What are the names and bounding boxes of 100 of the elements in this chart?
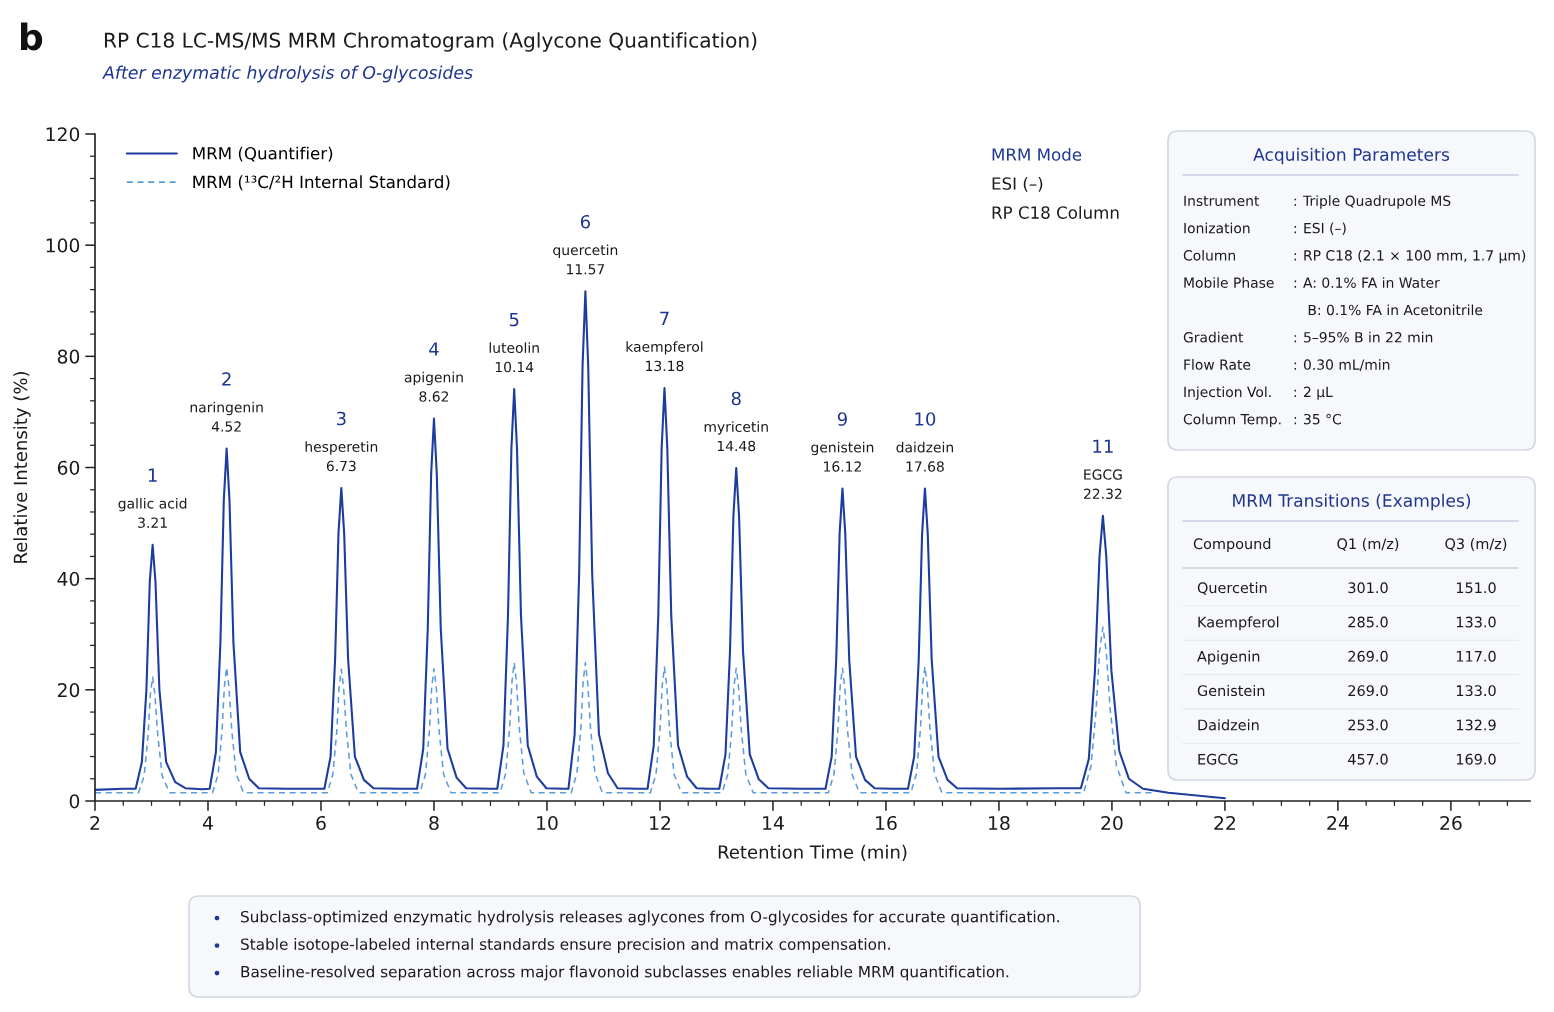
text: B: 0.1% FA in Acetonitrile bbox=[1308, 304, 1483, 316]
text: 35 °C bbox=[1304, 413, 1341, 425]
y-tick-label: 100 bbox=[46, 238, 80, 253]
text: 5–95% B in 22 min bbox=[1304, 331, 1433, 343]
text: 133.0 bbox=[1456, 685, 1496, 697]
category-label: Apigenin bbox=[1197, 650, 1260, 665]
annotation: MRM Mode ESI (–) RP C18 Column bbox=[992, 147, 1119, 219]
category-label: Instrument bbox=[1184, 195, 1260, 207]
category-label: Flow Rate bbox=[1184, 359, 1251, 370]
line-series bbox=[95, 626, 1153, 794]
category-label: Q3 (m/z) bbox=[1445, 538, 1507, 551]
y-tick-label: 80 bbox=[57, 349, 80, 364]
y-tick-label: 120 bbox=[46, 127, 80, 142]
y-tick-label: 20 bbox=[57, 683, 80, 698]
x-tick-label: 8 bbox=[429, 815, 439, 831]
text: : bbox=[1294, 253, 1297, 261]
text: Acquisition Parameters bbox=[1253, 147, 1450, 165]
text: RP C18 (2.1 × 100 mm, 1.7 µm) bbox=[1304, 249, 1526, 264]
text: 132.9 bbox=[1456, 719, 1496, 731]
category-label: Injection Vol. bbox=[1184, 386, 1271, 400]
text: 133.0 bbox=[1456, 616, 1496, 628]
annotation: kaempferol 13.18 bbox=[626, 341, 703, 372]
text: : bbox=[1294, 198, 1297, 206]
x-tick-label: 14 bbox=[763, 816, 784, 830]
legend-label: MRM (Quantifier) bbox=[193, 146, 333, 162]
x-tick-label: 6 bbox=[316, 815, 326, 831]
annotation: 4 bbox=[429, 342, 439, 356]
x-tick-label: 22 bbox=[1214, 815, 1235, 830]
text: MRM Transitions (Examples) bbox=[1233, 493, 1471, 511]
category-label: Kaempferol bbox=[1198, 616, 1279, 631]
y-tick-label: 40 bbox=[57, 571, 80, 587]
text: Subclass-optimized enzymatic hydrolysis releases aglycones from O-glycosides for accurate quantification. bbox=[241, 910, 1059, 926]
x-tick-label: 2 bbox=[90, 815, 100, 830]
x-tick-label: 10 bbox=[537, 815, 558, 831]
annotation: 9 bbox=[837, 412, 847, 426]
x-tick-label: 18 bbox=[989, 815, 1010, 831]
text: b bbox=[21, 22, 43, 51]
y-tick-label: 60 bbox=[57, 460, 80, 475]
x-tick-label: 24 bbox=[1327, 815, 1349, 830]
text: Baseline-resolved separation across major flavonoid subclasses enables reliable MRM quantification. bbox=[241, 965, 1009, 981]
annotation: 2 bbox=[222, 372, 231, 386]
annotation: 5 bbox=[509, 312, 519, 327]
text: 269.0 bbox=[1348, 650, 1388, 662]
category-label: Compound bbox=[1193, 538, 1271, 552]
annotation: 10 bbox=[915, 412, 936, 426]
text: 253.0 bbox=[1348, 719, 1388, 731]
text: 151.0 bbox=[1456, 582, 1496, 594]
category-label: EGCG bbox=[1198, 753, 1238, 765]
category-label: Gradient bbox=[1183, 331, 1244, 343]
chart-subtitle: After enzymatic hydrolysis of O-glycosides bbox=[102, 65, 473, 83]
text: : bbox=[1294, 362, 1297, 370]
category-label: Column Temp. bbox=[1183, 413, 1281, 428]
category-label: Daidzein bbox=[1198, 719, 1259, 731]
category-label: Quercetin bbox=[1197, 582, 1267, 595]
annotation: 3 bbox=[336, 411, 346, 426]
text: A: 0.1% FA in Water bbox=[1303, 277, 1440, 288]
annotation: hesperetin 6.73 bbox=[305, 441, 378, 472]
text: : bbox=[1294, 335, 1297, 343]
annotation: 8 bbox=[731, 391, 741, 406]
x-tick-label: 4 bbox=[202, 816, 213, 830]
y-tick-label: 0 bbox=[69, 794, 80, 809]
text: : bbox=[1294, 280, 1297, 288]
y-axis-title: Relative Intensity (%) bbox=[13, 371, 31, 563]
text: 285.0 bbox=[1348, 616, 1388, 628]
text: : bbox=[1294, 225, 1297, 234]
x-tick-label: 26 bbox=[1440, 815, 1462, 831]
annotation: EGCG 22.32 bbox=[1084, 469, 1122, 500]
category-label: Genistein bbox=[1197, 684, 1265, 697]
annotation: 1 bbox=[148, 468, 157, 482]
annotation: daidzein 17.68 bbox=[896, 441, 953, 472]
annotation: 7 bbox=[660, 311, 669, 325]
x-tick-label: 20 bbox=[1101, 815, 1123, 831]
chart-title: RP C18 LC-MS/MS MRM Chromatogram (Aglycone Quantification) bbox=[104, 32, 757, 52]
annotation: gallic acid 3.21 bbox=[118, 497, 187, 528]
text: 169.0 bbox=[1456, 753, 1496, 765]
annotation: apigenin 8.62 bbox=[404, 371, 463, 402]
text: 117.0 bbox=[1456, 650, 1496, 662]
annotation: genistein 16.12 bbox=[811, 441, 874, 472]
text: Stable isotope-labeled internal standards ensure precision and matrix compensation. bbox=[241, 938, 890, 953]
category-label: Column bbox=[1183, 249, 1236, 261]
annotation: 11 bbox=[1093, 439, 1113, 453]
text: : bbox=[1294, 389, 1297, 397]
text: ESI (–) bbox=[1304, 222, 1346, 235]
legend-label: MRM (¹³C/²H Internal Standard) bbox=[193, 175, 450, 191]
category-label: Q1 (m/z) bbox=[1337, 538, 1399, 551]
annotation: 6 bbox=[580, 214, 590, 229]
annotation: naringenin 4.52 bbox=[190, 401, 263, 432]
x-tick-label: 12 bbox=[650, 815, 671, 830]
category-label: Ionization bbox=[1184, 222, 1250, 234]
text: 2 µL bbox=[1304, 386, 1333, 400]
text: 0.30 mL/min bbox=[1303, 359, 1390, 371]
text: 301.0 bbox=[1348, 582, 1388, 594]
text: 457.0 bbox=[1348, 753, 1388, 765]
annotation: quercetin 11.57 bbox=[553, 244, 618, 275]
annotation: luteolin 10.14 bbox=[489, 342, 539, 373]
x-tick-label: 16 bbox=[876, 815, 897, 831]
text: 269.0 bbox=[1348, 685, 1388, 697]
category-label: Mobile Phase bbox=[1184, 277, 1274, 288]
text: : bbox=[1294, 417, 1297, 425]
x-axis-title: Retention Time (min) bbox=[718, 844, 907, 861]
